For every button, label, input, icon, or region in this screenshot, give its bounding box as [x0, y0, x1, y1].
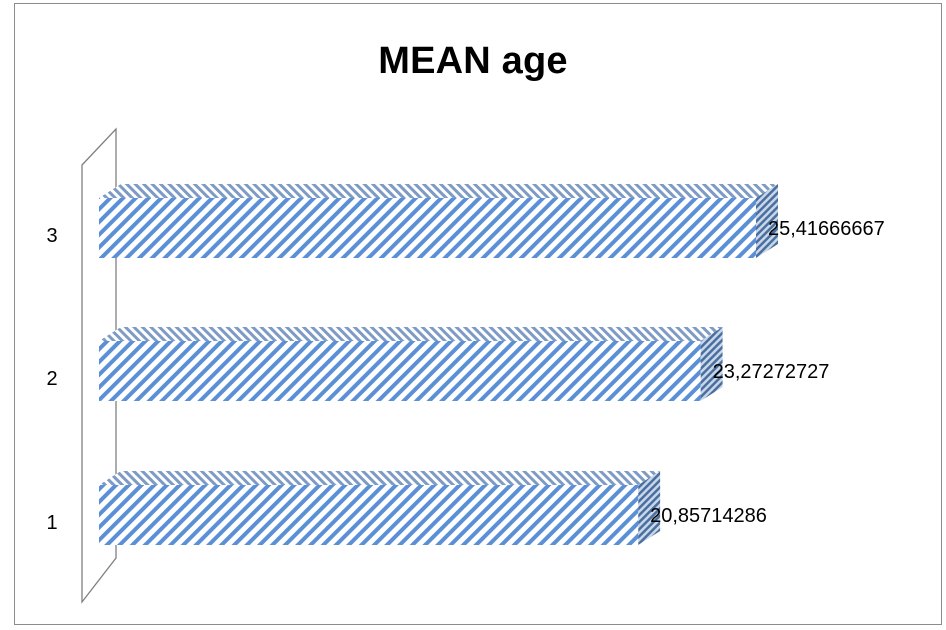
- y-tick-label: 3: [46, 225, 57, 247]
- y-tick-label: 1: [46, 512, 57, 534]
- y-tick-label: 2: [46, 368, 57, 390]
- data-label: 23,27272727: [713, 361, 830, 383]
- bar-top-face: [99, 471, 661, 485]
- bar-top-face: [99, 184, 778, 198]
- data-label: 20,85714286: [650, 505, 767, 527]
- bar-top-face: [99, 327, 723, 341]
- bar: [99, 485, 639, 545]
- bar: [99, 198, 756, 258]
- bar: [99, 341, 701, 401]
- bar-side-face: [638, 471, 661, 545]
- chart-title: MEAN age: [378, 40, 568, 82]
- bar-side-face: [700, 327, 723, 401]
- bar-side-face: [756, 184, 778, 258]
- data-label: 25,41666667: [768, 218, 885, 240]
